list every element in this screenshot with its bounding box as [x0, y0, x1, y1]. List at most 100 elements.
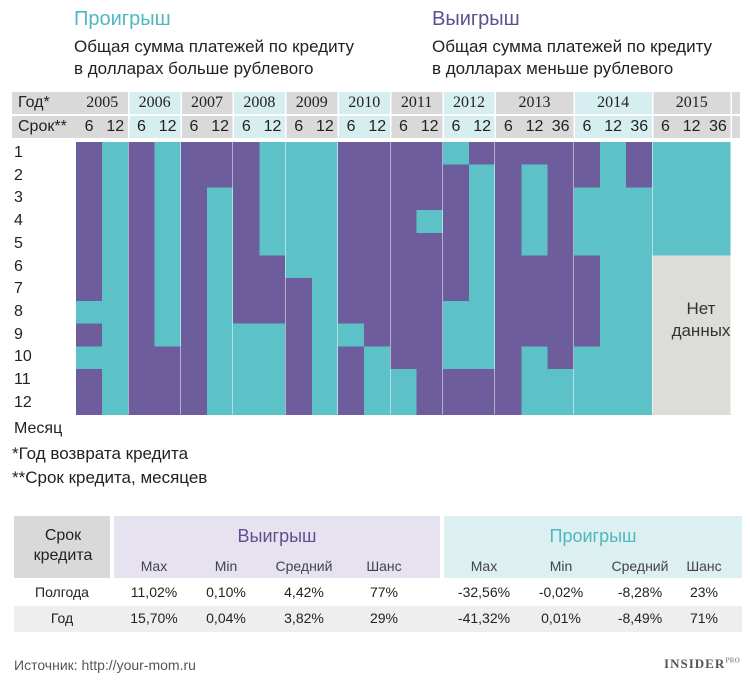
cell-2013-12-m5	[521, 232, 548, 256]
cell-2014-36-m9	[626, 323, 653, 347]
cell-2012-12-m5	[469, 232, 496, 256]
term-header-bg-2014	[573, 116, 653, 138]
stats-win-header: Выигрыш	[237, 526, 317, 546]
cell-2007-12-m4	[207, 210, 234, 234]
cell-2009-6-m11	[285, 369, 313, 393]
cell-2014-36-m8	[626, 300, 653, 324]
cell-2012-6-m2	[442, 164, 470, 188]
cell-2006-12-m9	[154, 323, 182, 347]
cell-2013-12-m9	[521, 323, 548, 347]
cell-2014-12-m3	[600, 187, 627, 211]
term-label-2006-6: 6	[137, 118, 146, 135]
cell-2010-6-m1	[338, 142, 365, 166]
cell-2013-36-m9	[547, 323, 575, 347]
stats-col-header-3: Средний	[275, 558, 333, 574]
month-label-1: 1	[14, 144, 23, 161]
cell-2010-12-m10	[364, 346, 391, 370]
cell-2005-6-m9	[76, 323, 103, 347]
cell-2013-12-m2	[521, 164, 548, 188]
term-label-2005-12: 12	[106, 118, 125, 135]
term-label-2006-12: 12	[158, 118, 177, 135]
cell-2009-12-m6	[311, 255, 339, 279]
cell-2015-6-m5	[652, 232, 679, 256]
cell-2009-6-m5	[285, 232, 313, 256]
brand-main: INSIDER	[664, 656, 726, 671]
cell-2007-6-m3	[180, 187, 208, 211]
cell-2006-6-m1	[128, 142, 155, 166]
cell-2015-6-m10	[652, 346, 679, 370]
group-separator-2009	[337, 92, 339, 415]
group-separator-2008	[285, 92, 287, 415]
cell-2014-36-m7	[626, 278, 653, 302]
stats-value-r1-c3: 4,42%	[284, 584, 324, 600]
cell-2007-12-m8	[207, 300, 234, 324]
cell-2011-6-m11	[390, 369, 417, 393]
cell-2010-6-m4	[338, 210, 365, 234]
cell-2005-6-m6	[76, 255, 103, 279]
cell-2012-6-m1	[442, 142, 470, 166]
cell-2007-6-m6	[180, 255, 208, 279]
cell-2013-36-m6	[547, 255, 575, 279]
cell-2005-12-m1	[102, 142, 129, 166]
year-header-2013: 2013	[495, 92, 574, 114]
brand-suffix: PRO	[725, 656, 740, 665]
stats-row-label-2: Год	[50, 610, 74, 626]
cell-2005-6-m4	[76, 210, 103, 234]
no-data-label: Нет данных	[660, 298, 742, 342]
cell-2009-12-m9	[311, 323, 339, 347]
cell-2007-6-m10	[180, 346, 208, 370]
cell-2014-6-m7	[573, 278, 601, 302]
cell-2011-12-m11	[416, 369, 444, 393]
cell-2009-12-m11	[311, 369, 339, 393]
stats-term-header-bg	[14, 516, 110, 578]
cell-2005-6-m11	[76, 369, 103, 393]
cell-2007-6-m1	[180, 142, 208, 166]
month-label-7: 7	[14, 280, 23, 298]
cell-2012-12-m9	[469, 323, 496, 347]
term-label-2014-12: 12	[604, 118, 622, 135]
term-label-2012-6: 6	[451, 118, 461, 135]
group-separator-2015	[730, 92, 732, 415]
stats-col-header-2: Min	[214, 558, 238, 574]
month-label-8: 8	[14, 302, 23, 320]
legend-loss-desc-line1: Общая сумма платежей по кредиту	[74, 37, 355, 56]
stats-table: Срок кредита Выигрыш Проигрыш Max Min Сред…	[14, 516, 742, 634]
cell-2013-36-m12	[547, 391, 575, 415]
stats-value-r2-c6: 0,01%	[541, 610, 581, 626]
cell-2010-6-m5	[338, 232, 365, 256]
term-label-2010-12: 12	[368, 118, 387, 135]
cell-2013-12-m11	[521, 369, 548, 393]
cell-2008-6-m11	[233, 369, 260, 393]
legend-win-desc: Общая сумма платежей по кредиту в доллар…	[432, 36, 712, 80]
year-row-label: Год*	[18, 94, 50, 111]
term-label-2011-12: 12	[420, 118, 439, 135]
cell-2012-12-m1	[469, 142, 496, 166]
legend-loss-desc-line2: в долларах больше рублевого	[74, 59, 314, 78]
cell-2014-36-m10	[626, 346, 653, 370]
month-label-11: 11	[14, 371, 31, 388]
cell-2006-12-m2	[154, 164, 182, 188]
cell-2008-12-m1	[259, 142, 286, 166]
cell-2014-12-m5	[600, 232, 627, 256]
cell-2006-6-m4	[128, 210, 155, 234]
cell-2007-6-m12	[180, 391, 208, 415]
cell-2012-12-m7	[469, 278, 496, 302]
term-label-2009-12: 12	[315, 118, 334, 135]
month-label-3: 3	[14, 189, 23, 207]
cell-2006-12-m11	[154, 369, 182, 393]
term-label-2008-12: 12	[263, 118, 282, 135]
cell-2015-12-m10	[678, 346, 706, 370]
cell-2005-12-m8	[102, 300, 129, 324]
cell-2006-6-m2	[128, 164, 155, 188]
month-label-9: 9	[14, 325, 23, 343]
cell-2015-6-m3	[652, 187, 679, 211]
cell-2009-6-m3	[285, 187, 313, 211]
term-label-2007-12: 12	[211, 118, 229, 135]
cell-2009-12-m5	[311, 232, 339, 256]
cell-2007-12-m9	[207, 323, 234, 347]
cell-2013-36-m5	[547, 232, 575, 256]
term-header-bg-2005	[76, 116, 129, 138]
term-label-2008-6: 6	[241, 118, 251, 135]
month-label-5: 5	[14, 234, 23, 252]
year-header-2015: 2015	[652, 92, 731, 114]
